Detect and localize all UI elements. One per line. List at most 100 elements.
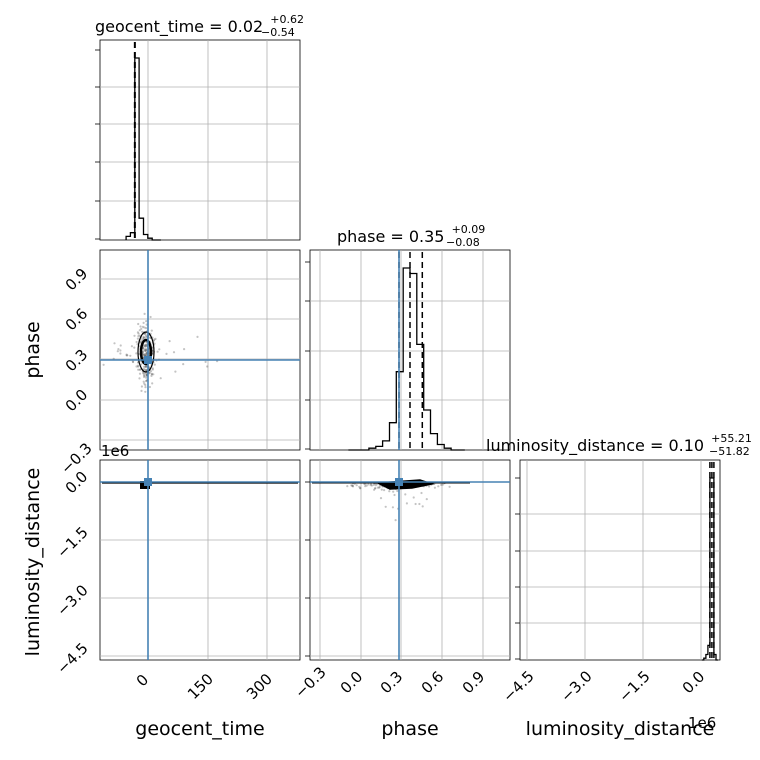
sample-point: [380, 488, 383, 491]
x-axis-label-geocent-time: geocent_time: [135, 718, 264, 740]
panel-luminosity-distance-hist: luminosity_distance = 0.10 +55.21 −51.82…: [486, 427, 757, 740]
sample-point: [404, 493, 407, 496]
sample-point: [206, 365, 209, 368]
sample-point: [145, 368, 148, 371]
panel-frame: [99, 459, 301, 661]
sample-point: [172, 351, 176, 354]
sample-point: [374, 487, 377, 490]
tick-label: 0.9: [459, 668, 489, 698]
sample-point: [126, 354, 129, 357]
tick-label: −3.0: [53, 581, 91, 619]
sample-point: [135, 365, 138, 368]
title-phase-main: phase = 0.35: [337, 227, 444, 246]
sample-point: [384, 505, 387, 508]
title-luminosity-distance-main: luminosity_distance = 0.10: [486, 436, 704, 456]
sample-point: [133, 346, 136, 349]
sample-point: [137, 365, 140, 368]
sample-point: [370, 484, 373, 487]
title-phase-minus: −0.08: [446, 236, 480, 249]
sample-point: [143, 375, 146, 379]
sample-point: [383, 489, 386, 492]
contour-outer: [137, 331, 155, 373]
sample-point: [373, 488, 376, 491]
panel-phase-hist: phase = 0.35 +0.09 −0.08: [305, 223, 511, 451]
sample-point: [143, 349, 146, 352]
tick-label: 0.0: [679, 668, 709, 698]
title-luminosity-distance: luminosity_distance = 0.10 +55.21 −51.82: [486, 427, 757, 458]
sample-point: [378, 486, 381, 489]
sample-point: [148, 371, 151, 374]
sample-point: [369, 484, 372, 487]
tick-label: 0.9: [62, 265, 92, 295]
sample-point: [150, 374, 153, 377]
y-axis-label-luminosity-distance: luminosity_distance: [22, 468, 44, 657]
histogram-luminosity-distance: [701, 462, 718, 661]
sample-point: [135, 352, 138, 355]
sample-point: [350, 484, 353, 487]
sample-point: [174, 370, 177, 373]
panel-frame: [99, 39, 301, 241]
sample-point: [159, 377, 162, 380]
sample-point: [141, 353, 145, 356]
sample-point: [150, 373, 154, 376]
panel-frame: [99, 249, 301, 451]
sample-point: [153, 363, 156, 366]
sample-point: [144, 344, 147, 347]
y-tick-labels: −4.5 −3.0 −1.5 0.0: [53, 468, 91, 678]
sample-point: [145, 365, 148, 368]
x-tick-labels: 0 150 300: [133, 670, 276, 703]
sample-point: [137, 368, 140, 371]
tick-label: 0.6: [418, 668, 448, 698]
sample-point: [359, 487, 362, 490]
sample-point: [144, 343, 147, 347]
truth-marker: [144, 478, 152, 486]
sample-point: [136, 331, 139, 334]
sample-point: [421, 505, 424, 508]
sample-point: [141, 325, 144, 328]
title-geocent-time-plus: +0.62: [270, 13, 304, 26]
x-axis-label-phase: phase: [381, 718, 438, 740]
histogram-step: [125, 57, 161, 241]
sample-point: [150, 372, 153, 375]
sample-point: [132, 360, 135, 364]
sample-point: [119, 352, 122, 355]
sample-point: [144, 352, 147, 356]
sample-point: [355, 484, 358, 487]
sample-point: [131, 360, 134, 363]
grid: [520, 460, 720, 660]
sample-point: [145, 375, 148, 378]
sample-point: [392, 490, 395, 493]
sample-point: [136, 337, 139, 340]
title-geocent-time-minus: −0.54: [261, 26, 295, 39]
sample-point: [149, 315, 152, 319]
tick-label: 0.3: [377, 668, 407, 698]
sample-point: [374, 484, 377, 487]
sample-point: [139, 325, 142, 328]
sample-point: [145, 327, 148, 330]
sample-point: [196, 335, 199, 338]
sample-point: [145, 376, 148, 379]
sample-point: [139, 340, 142, 343]
tick-label: 0.0: [337, 668, 367, 698]
sample-point: [125, 354, 128, 357]
sample-point: [414, 502, 417, 506]
sample-point: [142, 335, 145, 338]
sample-point: [379, 497, 383, 500]
sample-point: [142, 367, 146, 371]
sample-point: [144, 354, 147, 357]
sample-point: [358, 485, 361, 488]
truth-marker: [144, 356, 152, 364]
sample-point: [393, 493, 396, 497]
grid: [310, 250, 510, 450]
y-axis-label-phase: phase: [22, 321, 44, 378]
sample-point: [351, 485, 355, 488]
tick-label: −4.5: [499, 667, 537, 705]
truth-lines: [100, 460, 300, 660]
sample-point: [144, 345, 147, 348]
sample-point: [144, 365, 147, 369]
sample-point: [373, 487, 377, 490]
sample-point: [448, 485, 451, 488]
sample-point: [145, 349, 148, 352]
sample-point: [137, 322, 140, 326]
tick-label: −1.5: [53, 523, 91, 561]
